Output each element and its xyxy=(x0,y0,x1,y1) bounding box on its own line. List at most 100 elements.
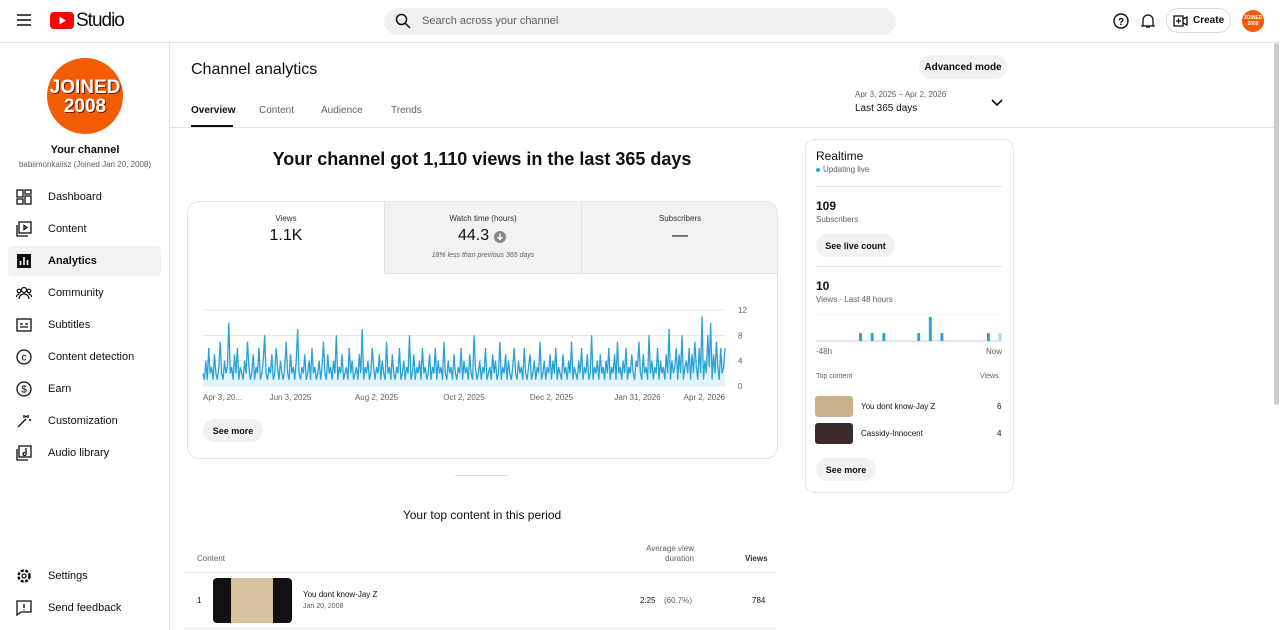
nav-item[interactable]: Community xyxy=(16,283,104,303)
nav-item[interactable]: Content xyxy=(16,219,87,239)
nav-label: Content xyxy=(48,223,87,235)
create-icon[interactable] xyxy=(1173,15,1188,27)
table-divider xyxy=(185,628,777,629)
metric-divider xyxy=(581,202,582,274)
help-icon[interactable]: ? xyxy=(1113,13,1129,29)
divider xyxy=(816,186,1002,187)
overview-card: Views 1.1K Watch time (hours) 44.3 18% l… xyxy=(187,201,778,459)
create-button[interactable] xyxy=(1166,8,1231,33)
nav-label: Community xyxy=(48,287,104,299)
channel-handle: babiimonkaiisz (Joined Jan 20, 2008) xyxy=(18,160,152,169)
tabs-divider xyxy=(170,127,1274,128)
nav-item[interactable]: Analytics xyxy=(16,251,97,271)
nav-label: Subtitles xyxy=(48,319,91,331)
notifications-icon[interactable] xyxy=(1141,13,1155,29)
video-date: Jan 20, 2008 xyxy=(303,603,344,610)
nav-item[interactable]: Customization xyxy=(16,411,118,431)
down-icon xyxy=(494,231,506,243)
nav-label: Content detection xyxy=(48,351,135,363)
nav-item[interactable]: Audio library xyxy=(16,443,109,463)
divider xyxy=(816,266,1002,267)
nav-label: Settings xyxy=(48,570,88,582)
see-more-button[interactable]: See more xyxy=(203,419,263,442)
video-thumbnail[interactable] xyxy=(815,423,853,444)
nav-label: Send feedback xyxy=(48,602,122,614)
avg-duration: 2:25 xyxy=(640,596,656,605)
search-box[interactable] xyxy=(384,8,896,35)
see-more-button[interactable]: See more xyxy=(816,458,876,481)
views-label: Views · Last 48 hours xyxy=(816,295,893,304)
top-content-label: Top content xyxy=(816,373,853,380)
avatar-text: JOINED xyxy=(1243,15,1263,21)
section-divider xyxy=(455,475,509,476)
column-header[interactable]: Views xyxy=(745,554,768,563)
dropdown-icon[interactable] xyxy=(991,99,1003,107)
video-views: 4 xyxy=(997,429,1002,438)
column-header: Content xyxy=(197,554,226,563)
column-header[interactable]: Average view duration xyxy=(646,544,694,563)
scrollbar[interactable] xyxy=(1274,43,1279,405)
logo-icon[interactable] xyxy=(50,12,74,29)
nav-item[interactable]: Send feedback xyxy=(16,598,121,618)
create-label[interactable]: Create xyxy=(1193,15,1225,26)
avatar-text: 2008 xyxy=(63,96,107,117)
tab[interactable]: Audience xyxy=(321,105,363,116)
video-title[interactable]: You dont know-Jay Z xyxy=(861,402,936,411)
svg-text:$: $ xyxy=(21,385,27,396)
row-views: 784 xyxy=(752,596,766,605)
tab-indicator xyxy=(191,125,233,127)
subscriber-label: Subscribers xyxy=(816,215,859,224)
nav-icon xyxy=(16,286,32,300)
nav-item[interactable]: Dashboard xyxy=(16,187,102,207)
metric-value[interactable]: 1.1K xyxy=(269,227,303,244)
tab[interactable]: Trends xyxy=(391,105,422,116)
nav-item[interactable]: $ Earn xyxy=(16,379,71,399)
metric-tabs-bg xyxy=(384,202,777,274)
video-thumbnail[interactable] xyxy=(815,396,853,417)
metric-label[interactable]: Watch time (hours) xyxy=(449,214,517,223)
search-icon[interactable] xyxy=(395,13,411,29)
search-placeholder[interactable]: Search across your channel xyxy=(422,15,559,27)
video-thumbnail[interactable] xyxy=(213,578,292,623)
svg-text:?: ? xyxy=(1118,17,1124,28)
tab[interactable]: Overview xyxy=(191,105,236,116)
nav-icon xyxy=(17,569,31,583)
metric-value[interactable]: 44.3 xyxy=(458,227,490,244)
account-avatar[interactable]: JOINED 2008 xyxy=(1242,10,1264,32)
metric-note: 18% less than previous 365 days xyxy=(431,252,535,259)
nav-label: Audio library xyxy=(48,447,110,459)
thumbnail-image xyxy=(231,578,273,623)
advanced-mode-button[interactable]: Advanced mode xyxy=(919,55,1007,79)
see-live-count-button[interactable]: See live count xyxy=(816,234,895,257)
metric-divider xyxy=(384,202,385,274)
date-preset[interactable]: Last 365 days xyxy=(855,103,918,114)
avatar-text: JOINED xyxy=(49,77,121,98)
live-dot xyxy=(816,168,820,172)
nav-icon xyxy=(16,318,32,332)
nav-item[interactable]: c Content detection xyxy=(16,347,134,367)
realtime-status: Updating live xyxy=(823,165,870,174)
video-title[interactable]: Cassidy-Innocent xyxy=(861,429,923,438)
metric-label[interactable]: Subscribers xyxy=(658,214,702,223)
logo-text[interactable]: Studio xyxy=(76,10,125,31)
nav-icon: $ xyxy=(16,381,32,397)
metric-value[interactable]: — xyxy=(672,227,688,244)
channel-avatar[interactable]: JOINED 2008 xyxy=(47,58,123,134)
nav-label: Dashboard xyxy=(48,191,102,203)
nav-label: Earn xyxy=(48,383,72,395)
nav-icon xyxy=(17,254,31,268)
metric-label[interactable]: Views xyxy=(275,214,297,223)
video-title[interactable]: You dont know-Jay Z xyxy=(303,590,378,599)
nav-label: Customization xyxy=(48,415,118,427)
section-title: Your top content in this period xyxy=(402,508,562,522)
tab[interactable]: Content xyxy=(259,105,295,116)
nav-icon: c xyxy=(16,349,32,365)
nav-active-bg xyxy=(8,246,161,276)
date-range[interactable]: Apr 3, 2025 – Apr 2, 2026 xyxy=(855,90,947,99)
sidebar-divider xyxy=(169,43,170,630)
nav-item[interactable]: Subtitles xyxy=(16,315,90,335)
nav-item[interactable]: Settings xyxy=(16,566,88,586)
menu-icon[interactable] xyxy=(17,14,31,26)
headline: Your channel got 1,110 views in the last… xyxy=(272,149,692,169)
